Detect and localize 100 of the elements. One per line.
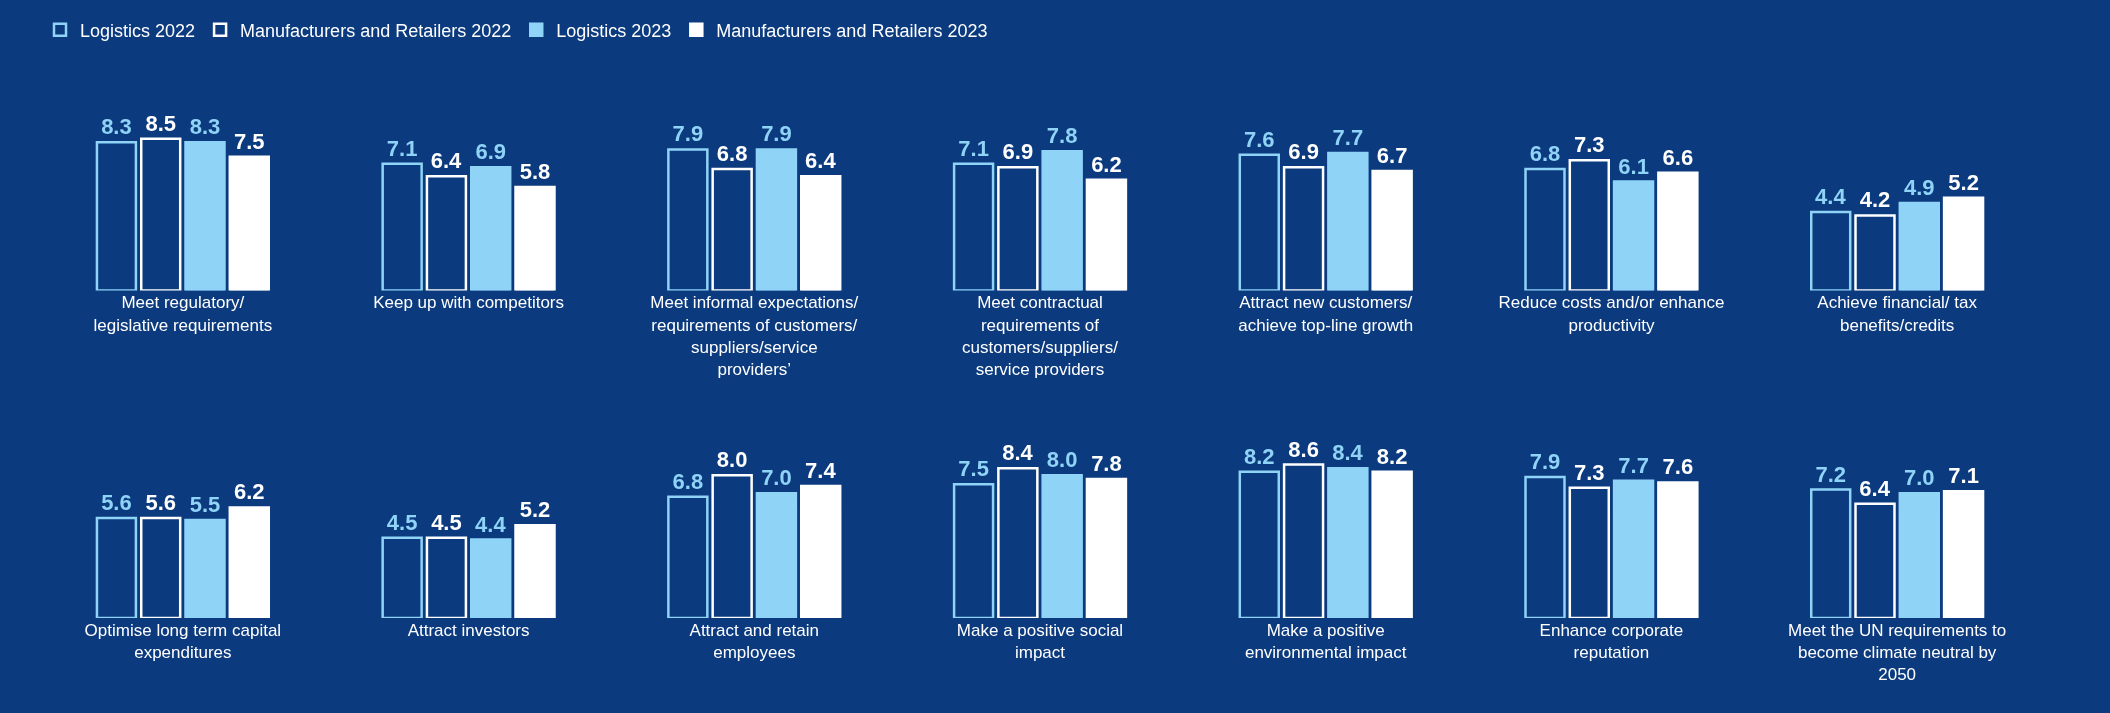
data-label: 7.7: [1332, 125, 1364, 151]
data-label: 7.2: [1815, 461, 1847, 487]
data-label: 6.9: [1288, 139, 1319, 165]
bar: [667, 148, 709, 291]
bar: [425, 536, 468, 618]
data-label: 5.5: [189, 491, 221, 517]
bar: [1041, 150, 1083, 291]
bar: [1854, 502, 1896, 618]
data-label: 6.8: [716, 141, 748, 167]
bar: [228, 155, 271, 291]
data-label: 7.1: [1948, 463, 1979, 489]
bar: [469, 166, 512, 291]
bar: [1085, 178, 1128, 291]
bar: [1657, 171, 1699, 291]
data-label: 5.2: [519, 497, 551, 523]
bar: [1327, 466, 1369, 618]
bar: [1612, 180, 1655, 291]
x-tick-label: Meet informal expectations/ requirements of customers/ suppliers/service providers’: [650, 293, 859, 379]
bar: [1809, 210, 1852, 291]
data-label: 6.9: [1002, 139, 1034, 165]
x-tick-label: Enhance corporate reputation: [1539, 621, 1684, 663]
bar: [711, 167, 753, 291]
data-label: 7.1: [958, 135, 989, 161]
bar: [1942, 196, 1985, 291]
bar: [1371, 470, 1413, 618]
data-label: 7.7: [1618, 452, 1649, 478]
data-label: 4.4: [475, 511, 507, 537]
x-tick-label: Reduce costs and/or enhance productivity: [1498, 293, 1725, 335]
data-label: 6.1: [1618, 153, 1649, 179]
bar: [381, 162, 423, 291]
bar: [1809, 488, 1852, 618]
bar: [997, 166, 1039, 291]
bar: [469, 538, 512, 618]
bar: [514, 524, 556, 618]
data-label: 7.0: [761, 465, 792, 491]
data-label: 7.6: [1243, 126, 1275, 152]
bar: [755, 491, 798, 618]
data-label: 6.4: [805, 148, 837, 174]
data-label: 7.0: [1903, 465, 1935, 491]
bar: [711, 474, 753, 618]
x-tick-label: Keep up with competitors: [373, 293, 565, 313]
data-label: 8.3: [189, 114, 221, 140]
data-label: 7.5: [958, 456, 989, 482]
data-label: 6.2: [1091, 151, 1122, 177]
legend-label: Logistics 2023: [556, 20, 672, 41]
x-tick-label: Achieve financial/ tax benefits/credits: [1817, 293, 1978, 335]
data-label: 4.4: [1815, 183, 1847, 209]
bar: [1041, 474, 1083, 618]
data-label: 8.4: [1332, 440, 1364, 466]
bar: [1371, 169, 1413, 291]
x-tick-label: Attract and retain employees: [689, 621, 820, 663]
bar: [1524, 167, 1566, 291]
data-label: 7.8: [1046, 123, 1078, 149]
x-tick-label: Meet contractual requirements of customers/suppliers/ service providers: [962, 293, 1119, 379]
bar: [514, 185, 556, 291]
bar: [184, 518, 226, 618]
data-label: 8.3: [101, 114, 132, 140]
data-label: 6.7: [1376, 142, 1408, 168]
data-label: 8.5: [145, 110, 177, 136]
bar: [425, 175, 468, 291]
data-label: 5.8: [519, 158, 551, 184]
data-label: 8.6: [1288, 436, 1319, 462]
data-label: 5.6: [145, 490, 177, 516]
data-label: 6.8: [672, 468, 704, 494]
legend-label: Logistics 2022: [80, 20, 196, 41]
x-tick-label: Make a positive social impact: [956, 621, 1124, 663]
x-tick-label: Make a positive environmental impact: [1244, 621, 1407, 663]
bar: [184, 141, 226, 291]
bar: [1568, 486, 1611, 618]
data-label: 7.9: [761, 121, 792, 147]
data-label: 4.5: [386, 509, 418, 535]
x-tick-label: Attract investors: [407, 621, 530, 640]
data-label: 6.6: [1662, 144, 1694, 170]
bar: [1238, 153, 1281, 291]
data-label: 6.9: [475, 139, 507, 165]
bar: [139, 516, 182, 618]
bar: [1898, 201, 1941, 291]
data-label: 7.3: [1573, 459, 1605, 485]
data-label: 5.6: [101, 490, 132, 516]
x-tick-label: Meet the UN requirements to become climate neutral by 2050: [1788, 621, 2007, 685]
bar: [1854, 214, 1896, 291]
bar: [799, 175, 842, 291]
data-label: 4.5: [431, 509, 462, 535]
data-label: 7.8: [1091, 450, 1122, 476]
data-label: 7.5: [233, 128, 265, 154]
bar: [755, 148, 798, 291]
bar: [1898, 491, 1941, 618]
data-label: 8.0: [1046, 447, 1078, 473]
x-tick-label: Meet regulatory/ legislative requirements: [93, 293, 273, 335]
data-label: 8.2: [1376, 443, 1408, 469]
bar: [1942, 490, 1985, 618]
data-label: 7.3: [1573, 132, 1605, 158]
data-label: 6.2: [233, 479, 265, 505]
data-label: 7.1: [386, 135, 418, 161]
bar: [1327, 151, 1369, 291]
bar: [1238, 470, 1281, 618]
bar: [1524, 475, 1566, 618]
data-label: 7.9: [1529, 449, 1561, 475]
data-label: 8.0: [716, 447, 748, 473]
bar: [228, 506, 271, 618]
